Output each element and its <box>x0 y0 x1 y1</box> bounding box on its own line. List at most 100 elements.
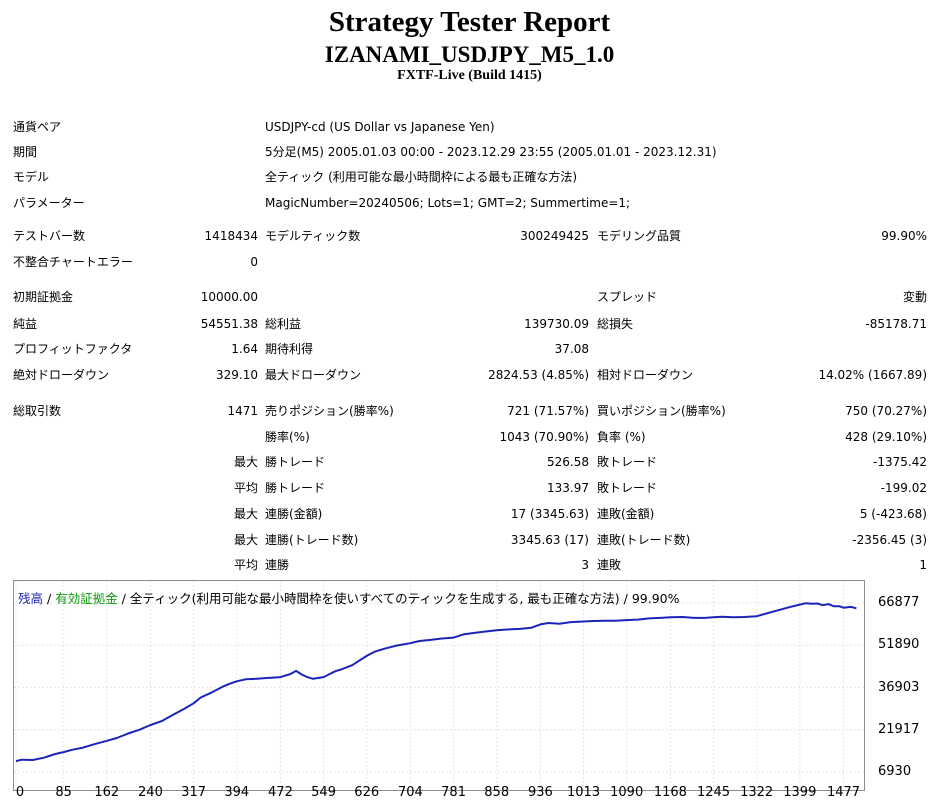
lossrate-label: 負率 (%) <box>597 430 646 444</box>
y-tick-label: 66877 <box>878 595 920 610</box>
pf-label: プロフィットファクタ <box>13 342 133 356</box>
x-tick-label: 549 <box>311 785 336 800</box>
mismatch-label: 不整合チャートエラー <box>13 255 133 269</box>
max-prefix: 最大 <box>233 533 258 547</box>
spread-label: スプレッド <box>597 290 658 304</box>
server-build: FXTF-Live (Build 1415) <box>397 68 542 83</box>
x-tick-label: 0 <box>15 785 25 800</box>
cons-win-amount-label: 連勝(金額) <box>265 507 323 521</box>
bars-value: 1418434 <box>204 229 258 243</box>
abs-dd-label: 絶対ドローダウン <box>13 368 110 382</box>
expected-label: 期待利得 <box>265 342 314 356</box>
gross-profit-value: 139730.09 <box>524 317 589 331</box>
report-title: Strategy Tester Report <box>328 6 611 38</box>
avg-cons-loss-label: 連敗 <box>597 558 622 572</box>
gross-loss-value: -85178.71 <box>865 317 927 331</box>
x-tick-label: 936 <box>527 785 553 800</box>
max-dd-label: 最大ドローダウン <box>265 368 362 382</box>
legend-description: / 全ティック(利用可能な最小時間枠を使いすべてのティックを生成する, 最も正確… <box>117 591 680 606</box>
cons-loss-count-value: -2356.45 (3) <box>852 533 927 547</box>
long-positions-label: 買いポジション(勝率%) <box>597 404 726 418</box>
avg-cons-win-value: 3 <box>581 558 589 572</box>
x-tick-label: 1322 <box>740 785 774 800</box>
x-tick-label: 1399 <box>783 785 817 800</box>
cons-win-amount-value: 17 (3345.63) <box>510 507 589 521</box>
legend-separator: / <box>43 591 56 606</box>
pf-value: 1.64 <box>231 342 258 356</box>
params-label: パラメーター <box>13 196 85 210</box>
y-tick-label: 6930 <box>878 764 912 779</box>
pair-label: 通貨ペア <box>13 120 62 134</box>
legend-equity: 有効証拠金 <box>55 591 118 606</box>
max-prefix: 最大 <box>233 507 258 521</box>
y-tick-label: 51890 <box>878 637 920 653</box>
winrate-value: 1043 (70.90%) <box>499 430 589 444</box>
period-value: 5分足(M5) 2005.01.03 00:00 - 2023.12.29 23… <box>265 145 717 159</box>
net-value: 54551.38 <box>200 317 258 331</box>
gross-profit-label: 総利益 <box>265 317 302 331</box>
x-tick-label: 626 <box>354 785 380 800</box>
x-tick-label: 317 <box>181 785 207 800</box>
spread-value: 変動 <box>902 290 927 304</box>
avg-cons-win-label: 連勝 <box>265 558 290 572</box>
winrate-label: 勝率(%) <box>265 430 310 444</box>
legend-balance: 残高 <box>18 591 44 606</box>
max-win-value: 526.58 <box>547 455 589 469</box>
abs-dd-value: 329.10 <box>216 368 258 382</box>
y-tick-label: 21917 <box>878 721 920 737</box>
chart-legend: 残高 / 有効証拠金 / 全ティック(利用可能な最小時間枠を使いすべてのティック… <box>18 588 680 607</box>
quality-label: モデリング品質 <box>597 229 682 243</box>
expected-value: 37.08 <box>554 342 589 356</box>
max-win-label: 勝トレード <box>265 455 326 469</box>
model-label: モデル <box>13 170 50 184</box>
cons-loss-amount-value: 5 (-423.68) <box>859 507 927 521</box>
bars-label: テストバー数 <box>13 229 86 243</box>
pair-value: USDJPY-cd (US Dollar vs Japanese Yen) <box>265 120 495 134</box>
ticks-label: モデルティック数 <box>265 229 361 243</box>
rel-dd-label: 相対ドローダウン <box>597 368 694 382</box>
x-tick-label: 1245 <box>696 785 731 800</box>
x-tick-label: 394 <box>224 785 250 800</box>
lossrate-value: 428 (29.10%) <box>845 430 927 444</box>
x-tick-label: 1477 <box>826 785 861 800</box>
x-tick-label: 162 <box>94 785 120 800</box>
cons-win-count-value: 3345.63 (17) <box>510 533 589 547</box>
x-tick-label: 858 <box>484 785 510 800</box>
x-tick-label: 1090 <box>610 785 644 800</box>
deposit-label: 初期証拠金 <box>13 290 74 304</box>
x-tick-label: 704 <box>398 785 423 800</box>
max-loss-value: -1375.42 <box>873 455 927 469</box>
max-loss-label: 敗トレード <box>597 455 658 469</box>
avg-prefix: 平均 <box>233 481 258 495</box>
balance-chart <box>13 580 865 791</box>
x-tick-label: 1013 <box>567 785 601 800</box>
avg-loss-value: -199.02 <box>880 481 927 495</box>
quality-value: 99.90% <box>881 229 927 243</box>
x-tick-label: 472 <box>268 785 293 800</box>
avg-cons-loss-value: 1 <box>919 558 927 572</box>
short-positions-value: 721 (71.57%) <box>507 404 589 418</box>
short-positions-label: 売りポジション(勝率%) <box>265 404 394 418</box>
y-tick-label: 36903 <box>878 679 920 695</box>
x-tick-label: 781 <box>441 785 466 800</box>
avg-prefix: 平均 <box>233 558 258 572</box>
rel-dd-value: 14.02% (1667.89) <box>818 368 927 382</box>
balance-chart-plot <box>14 581 864 790</box>
max-prefix: 最大 <box>233 455 258 469</box>
net-label: 純益 <box>13 317 38 331</box>
avg-win-label: 勝トレード <box>265 481 326 495</box>
x-tick-label: 240 <box>138 785 163 800</box>
cons-loss-count-label: 連敗(トレード数) <box>597 533 691 547</box>
total-trades-value: 1471 <box>227 404 258 418</box>
gross-loss-label: 総損失 <box>597 317 634 331</box>
ticks-value: 300249425 <box>520 229 589 243</box>
cons-loss-amount-label: 連敗(金額) <box>597 507 655 521</box>
mismatch-value: 0 <box>250 255 258 269</box>
model-value: 全ティック (利用可能な最小時間枠による最も正確な方法) <box>265 170 578 184</box>
cons-win-count-label: 連勝(トレード数) <box>265 533 359 547</box>
balance-line <box>15 602 857 763</box>
avg-loss-label: 敗トレード <box>597 481 658 495</box>
total-trades-label: 総取引数 <box>13 404 62 418</box>
expert-name: IZANAMI_USDJPY_M5_1.0 <box>324 42 615 67</box>
period-label: 期間 <box>13 145 38 159</box>
